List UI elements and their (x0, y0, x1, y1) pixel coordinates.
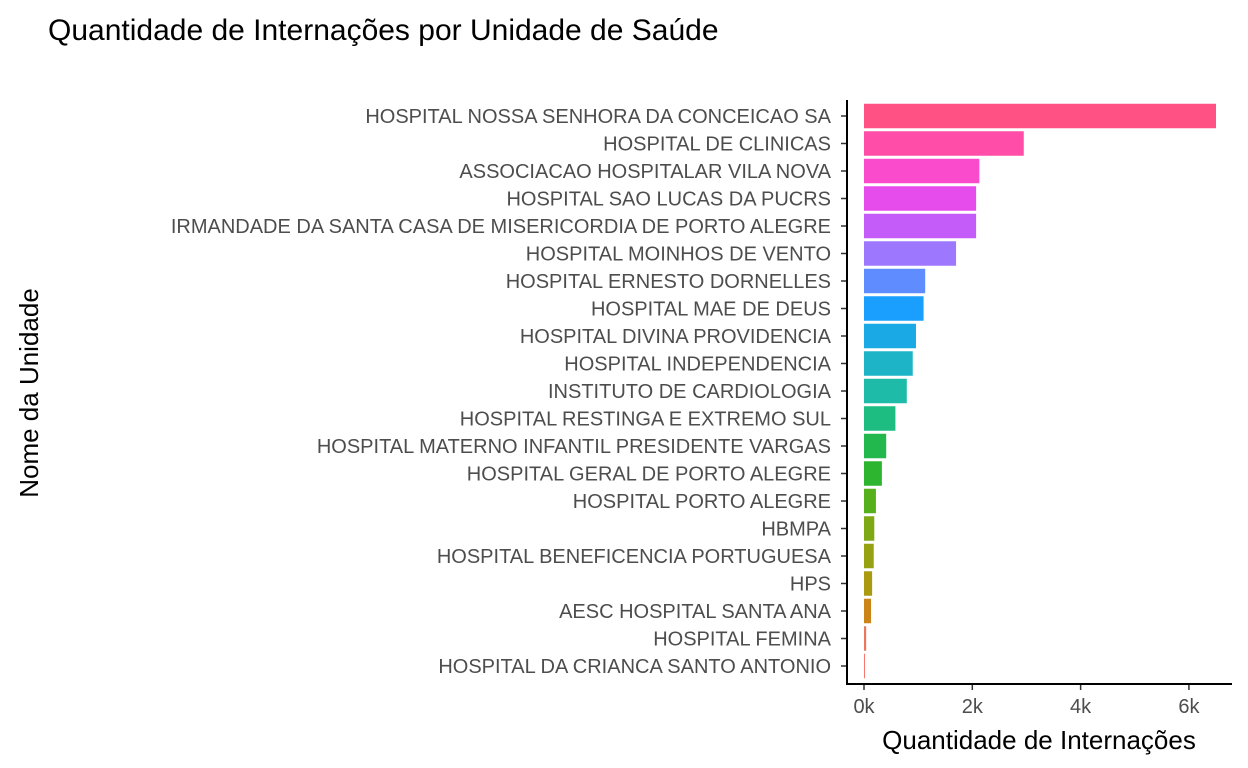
y-tick-label: HOSPITAL FEMINA (653, 629, 831, 651)
y-tick-labels: HOSPITAL NOSSA SENHORA DA CONCEICAO SA HO… (171, 106, 847, 678)
bar-18 (864, 571, 873, 596)
x-ticks: 0k 2k 4k 6k (853, 684, 1200, 718)
y-tick-label: HPS (790, 574, 831, 596)
y-tick-label: AESC HOSPITAL SANTA ANA (559, 601, 832, 623)
y-tick-label: ASSOCIACAO HOSPITALAR VILA NOVA (459, 161, 831, 183)
x-tick-label: 2k (962, 696, 984, 718)
bar-17 (864, 543, 874, 569)
y-tick-label: HOSPITAL NOSSA SENHORA DA CONCEICAO SA (365, 106, 831, 128)
bar-3 (864, 158, 980, 184)
bar-4 (864, 186, 977, 211)
y-tick-label: HOSPITAL RESTINGA E EXTREMO SUL (460, 409, 831, 431)
bar-1 (864, 103, 1216, 129)
bar-8 (864, 296, 924, 321)
y-tick-label: HBMPA (761, 519, 831, 541)
chart-title: Quantidade de Internações por Unidade de… (48, 14, 719, 47)
bar-15 (864, 488, 876, 514)
y-tick-label: HOSPITAL SAO LUCAS DA PUCRS (506, 189, 831, 211)
bar-20 (864, 626, 867, 651)
y-tick-label: HOSPITAL DA CRIANCA SANTO ANTONIO (438, 656, 831, 678)
bar-21 (864, 653, 865, 679)
y-tick-label: HOSPITAL PORTO ALEGRE (573, 491, 831, 513)
y-tick-label: HOSPITAL MATERNO INFANTIL PRESIDENTE VAR… (317, 436, 831, 458)
x-axis-title: Quantidade de Internações (882, 725, 1196, 755)
bars-group (864, 103, 1216, 679)
y-tick-label: HOSPITAL DIVINA PROVIDENCIA (520, 326, 832, 348)
y-tick-label: HOSPITAL MOINHOS DE VENTO (526, 244, 831, 266)
x-tick-label: 0k (853, 696, 875, 718)
y-tick-label: HOSPITAL ERNESTO DORNELLES (506, 271, 831, 293)
bar-2 (864, 131, 1024, 156)
bar-13 (864, 433, 887, 459)
bar-16 (864, 516, 875, 541)
y-tick-label: HOSPITAL DE CLINICAS (603, 134, 831, 156)
bar-5 (864, 213, 977, 239)
bar-9 (864, 323, 916, 349)
x-tick-label: 4k (1070, 696, 1092, 718)
bar-7 (864, 268, 926, 294)
y-tick-label: HOSPITAL BENEFICENCIA PORTUGUESA (437, 546, 832, 568)
bar-12 (864, 406, 896, 431)
bar-14 (864, 461, 882, 486)
y-tick-label: HOSPITAL INDEPENDENCIA (564, 354, 831, 376)
y-tick-label: HOSPITAL MAE DE DEUS (591, 299, 831, 321)
y-tick-label: IRMANDADE DA SANTA CASA DE MISERICORDIA … (171, 216, 831, 238)
x-tick-label: 6k (1178, 696, 1200, 718)
bar-6 (864, 241, 957, 266)
bar-19 (864, 598, 872, 624)
y-tick-label: INSTITUTO DE CARDIOLOGIA (548, 381, 832, 403)
y-tick-label: HOSPITAL GERAL DE PORTO ALEGRE (467, 464, 831, 486)
y-axis-title: Nome da Unidade (14, 288, 44, 498)
bar-10 (864, 351, 913, 376)
bar-11 (864, 378, 907, 404)
